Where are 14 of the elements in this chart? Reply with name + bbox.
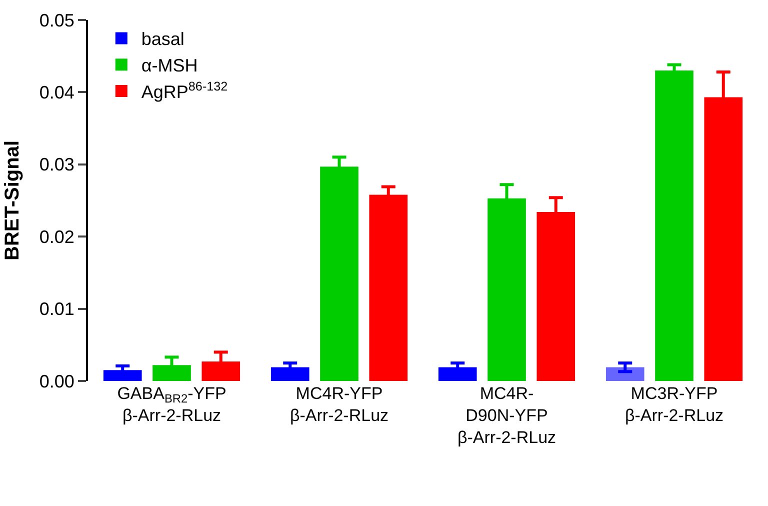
y-tick-label: 0.05 xyxy=(39,10,74,30)
y-tick-label: 0.00 xyxy=(39,371,74,392)
y-tick-label: 0.02 xyxy=(39,226,74,247)
legend-label: basal xyxy=(141,29,184,50)
legend-label: AgRP$^{86-132}$ xyxy=(141,79,228,102)
x-tick-label: GABA$_{BR2}$-YFP β-Arr-2-RLuz xyxy=(117,384,226,426)
x-tick-label: MC4R- D90N-YFP β-Arr-2-RLuz xyxy=(457,384,556,448)
y-tick-label: 0.04 xyxy=(39,82,74,102)
y-tick-label: 0.01 xyxy=(39,299,74,320)
x-tick-label: MC3R-YFP β-Arr-2-RLuz xyxy=(624,384,724,426)
legend-label: α-MSH xyxy=(141,56,198,76)
y-tick-label: 0.03 xyxy=(39,154,74,175)
y-axis-title: BRET-Signal xyxy=(1,140,24,261)
x-tick-label: MC4R-YFP β-Arr-2-RLuz xyxy=(290,384,389,426)
